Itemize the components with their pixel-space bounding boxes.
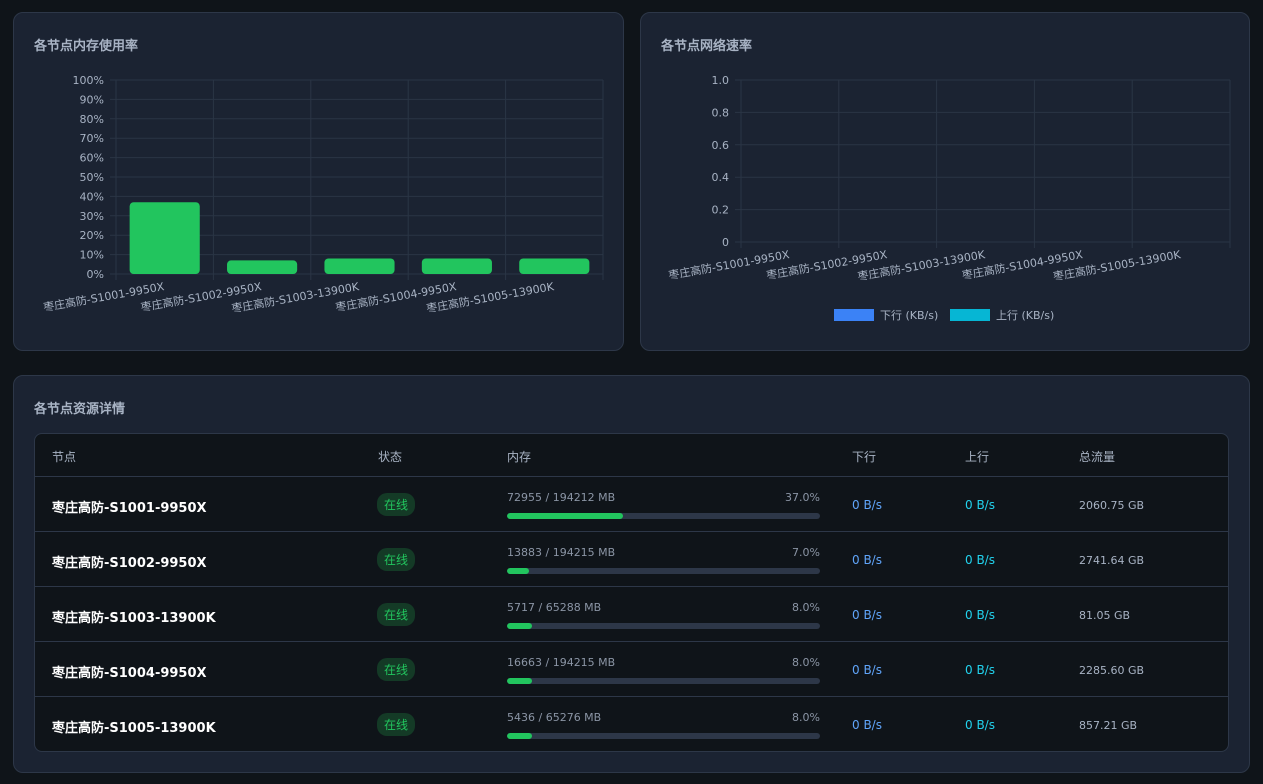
resource-detail-title: 各节点资源详情	[34, 402, 126, 417]
y-tick-label: 0.6	[712, 139, 730, 152]
header-total[interactable]: 总流量	[1079, 450, 1116, 464]
memory-usage-percent: 8.0%	[792, 601, 820, 614]
node-name: 枣庄高防-S1003-13900K	[52, 611, 216, 626]
y-tick-label: 80%	[80, 113, 104, 126]
memory-progress-bar	[507, 733, 820, 739]
memory-bar	[421, 258, 492, 274]
network-rate-chart: 00.20.40.60.81.0枣庄高防-S1001-9950X枣庄高防-S10…	[667, 74, 1231, 322]
upload-rate: 0 B/s	[965, 663, 995, 677]
status-badge: 在线	[377, 713, 416, 736]
memory-bar	[519, 258, 590, 274]
y-tick-label: 50%	[80, 171, 104, 184]
memory-usage-text: 13883 / 194215 MB	[507, 546, 616, 559]
memory-bar	[227, 260, 298, 274]
y-tick-label: 0.8	[712, 106, 730, 119]
download-rate: 0 B/s	[852, 718, 882, 732]
status-badge: 在线	[377, 493, 416, 516]
memory-progress-fill	[507, 678, 533, 684]
memory-usage-chart: 0%10%20%30%40%50%60%70%80%90%100%枣庄高防-S1…	[42, 74, 604, 315]
resource-detail-panel: 各节点资源详情 节点 状态 内存 下行 上行 总流量 枣庄高防-S1001-99…	[13, 375, 1250, 773]
header-memory[interactable]: 内存	[507, 450, 532, 464]
total-traffic: 81.05 GB	[1079, 609, 1131, 622]
download-rate: 0 B/s	[852, 608, 882, 622]
y-tick-label: 0.4	[712, 171, 730, 184]
status-badge: 在线	[377, 603, 416, 626]
memory-usage-text: 16663 / 194215 MB	[507, 656, 616, 669]
memory-progress-bar	[507, 678, 820, 684]
y-tick-label: 0.2	[712, 204, 730, 217]
memory-usage-percent: 37.0%	[785, 491, 820, 504]
status-badge: 在线	[377, 548, 416, 571]
memory-usage-text: 72955 / 194212 MB	[507, 491, 616, 504]
memory-usage-text: 5717 / 65288 MB	[507, 601, 602, 614]
node-name: 枣庄高防-S1004-9950X	[52, 666, 207, 681]
y-tick-label: 70%	[80, 132, 104, 145]
header-status[interactable]: 状态	[378, 450, 403, 464]
upload-rate: 0 B/s	[965, 718, 995, 732]
resource-table: 节点 状态 内存 下行 上行 总流量 枣庄高防-S1001-9950X 在线 7…	[34, 433, 1229, 752]
table-row[interactable]: 枣庄高防-S1001-9950X 在线 72955 / 194212 MB 37…	[35, 477, 1228, 532]
table-row[interactable]: 枣庄高防-S1002-9950X 在线 13883 / 194215 MB 7.…	[35, 532, 1228, 587]
upload-rate: 0 B/s	[965, 498, 995, 512]
legend-label: 下行 (KB/s)	[880, 309, 938, 322]
header-up[interactable]: 上行	[965, 450, 990, 464]
upload-rate: 0 B/s	[965, 608, 995, 622]
y-tick-label: 10%	[80, 249, 104, 262]
memory-usage-percent: 8.0%	[792, 711, 820, 724]
node-name: 枣庄高防-S1001-9950X	[52, 501, 207, 516]
memory-progress-fill	[507, 623, 533, 629]
download-rate: 0 B/s	[852, 663, 882, 677]
upload-rate: 0 B/s	[965, 553, 995, 567]
y-tick-label: 30%	[80, 210, 104, 223]
y-tick-label: 90%	[80, 93, 104, 106]
total-traffic: 857.21 GB	[1079, 719, 1138, 732]
node-name: 枣庄高防-S1005-13900K	[52, 721, 216, 736]
legend-swatch	[950, 309, 990, 321]
memory-usage-percent: 7.0%	[792, 546, 820, 559]
total-traffic: 2285.60 GB	[1079, 664, 1145, 677]
table-row[interactable]: 枣庄高防-S1004-9950X 在线 16663 / 194215 MB 8.…	[35, 642, 1228, 697]
header-node[interactable]: 节点	[52, 450, 77, 464]
y-tick-label: 0%	[87, 268, 104, 281]
memory-bar	[324, 258, 395, 274]
y-tick-label: 1.0	[712, 74, 730, 87]
y-tick-label: 40%	[80, 190, 104, 203]
y-tick-label: 0	[722, 236, 729, 249]
memory-usage-title: 各节点内存使用率	[34, 39, 139, 54]
memory-progress-bar	[507, 513, 820, 519]
network-rate-panel: 各节点网络速率 0 0.2 0.4 0.6 0.8 1.0 枣庄高防-S1001-9950X…	[640, 12, 1250, 351]
memory-usage-percent: 8.0%	[792, 656, 820, 669]
memory-progress-bar	[507, 623, 820, 629]
network-rate-title: 各节点网络速率	[661, 39, 753, 54]
y-tick-label: 20%	[80, 229, 104, 242]
legend-label: 上行 (KB/s)	[996, 309, 1054, 322]
table-row[interactable]: 枣庄高防-S1005-13900K 在线 5436 / 65276 MB 8.0…	[35, 697, 1228, 751]
legend-swatch	[834, 309, 874, 321]
memory-usage-text: 5436 / 65276 MB	[507, 711, 602, 724]
table-body: 枣庄高防-S1001-9950X 在线 72955 / 194212 MB 37…	[35, 477, 1228, 751]
memory-progress-bar	[507, 568, 820, 574]
memory-progress-fill	[507, 568, 529, 574]
download-rate: 0 B/s	[852, 498, 882, 512]
status-badge: 在线	[377, 658, 416, 681]
total-traffic: 2060.75 GB	[1079, 499, 1145, 512]
total-traffic: 2741.64 GB	[1079, 554, 1145, 567]
node-name: 枣庄高防-S1002-9950X	[52, 556, 207, 571]
download-rate: 0 B/s	[852, 553, 882, 567]
y-tick-label: 60%	[80, 152, 104, 165]
memory-progress-fill	[507, 733, 533, 739]
y-tick-label: 100%	[73, 74, 104, 87]
table-header: 节点 状态 内存 下行 上行 总流量	[35, 434, 1228, 477]
header-down[interactable]: 下行	[852, 450, 877, 464]
memory-bar	[129, 202, 200, 274]
memory-usage-panel: 各节点内存使用率 0% 10% 20% 30% 40% 50% 60% 70% 80% 90% 10…	[13, 12, 624, 351]
table-row[interactable]: 枣庄高防-S1003-13900K 在线 5717 / 65288 MB 8.0…	[35, 587, 1228, 642]
memory-progress-fill	[507, 513, 623, 519]
